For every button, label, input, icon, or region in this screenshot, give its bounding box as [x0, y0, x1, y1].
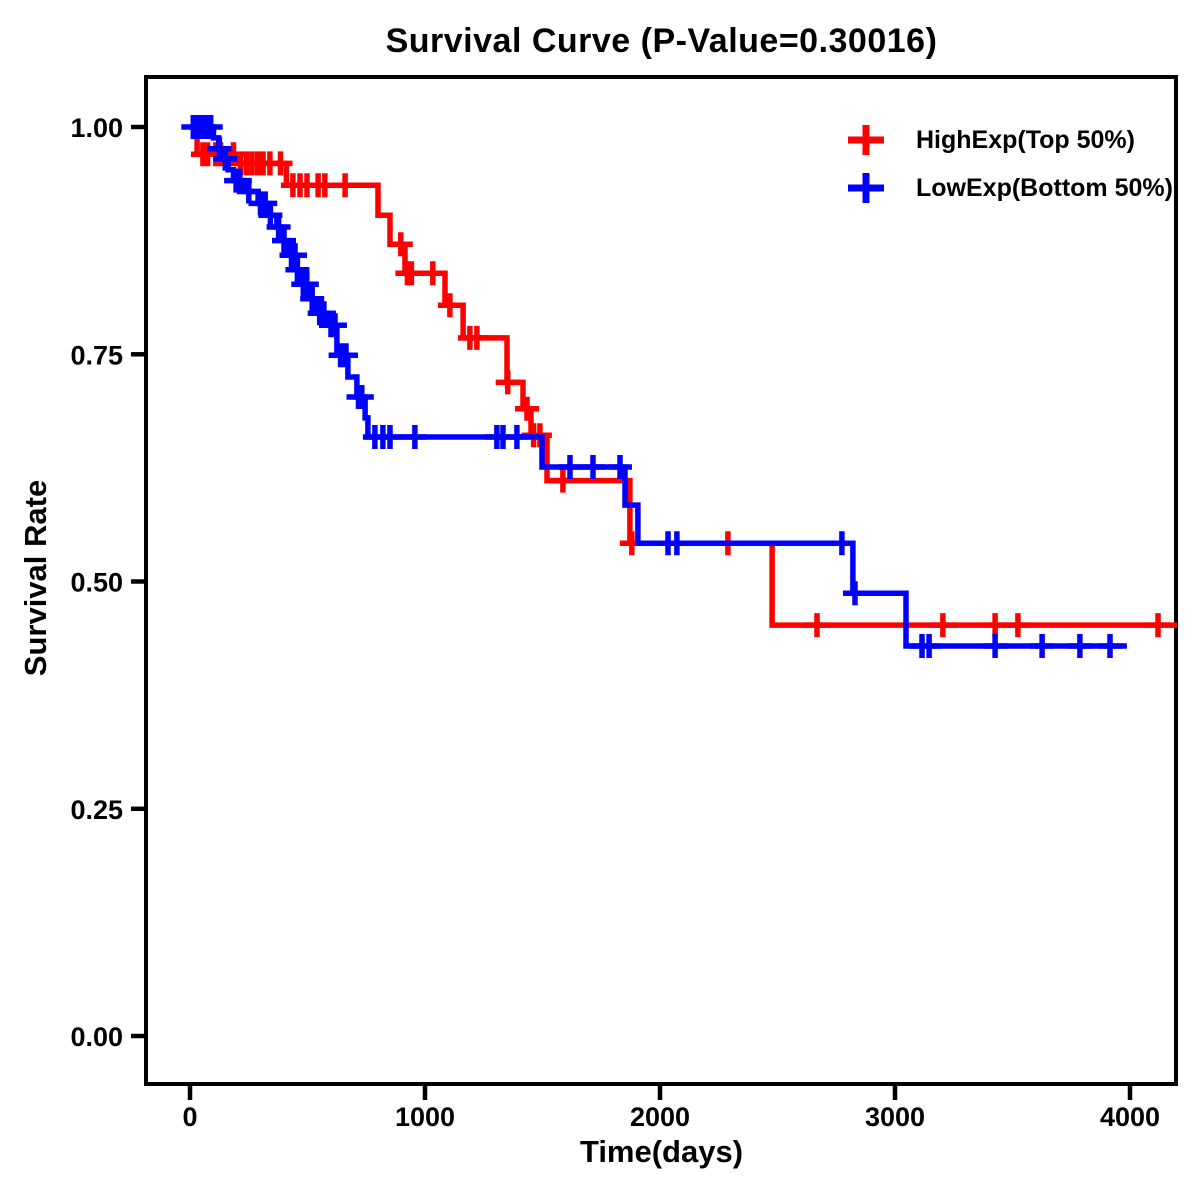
- lowexp-plus-icon: [848, 173, 884, 203]
- x-tick-label: 0: [182, 1102, 197, 1132]
- x-tick-label: 3000: [865, 1102, 925, 1132]
- x-tick-label: 1000: [395, 1102, 455, 1132]
- legend-label-highexp: HighExp(Top 50%): [916, 125, 1135, 154]
- plot-border: [144, 75, 1178, 1086]
- y-tick-label: 0.00: [70, 1022, 123, 1052]
- legend-item-highexp: HighExp(Top 50%): [840, 116, 1173, 164]
- y-axis-label: Survival Rate: [18, 479, 53, 677]
- legend-label-lowexp: LowExp(Bottom 50%): [916, 173, 1173, 202]
- x-tick-label: 4000: [1100, 1102, 1160, 1132]
- y-tick-label: 0.50: [70, 568, 123, 598]
- y-tick-label: 0.75: [70, 340, 123, 370]
- chart-title: Survival Curve (P-Value=0.30016): [385, 22, 938, 60]
- legend: HighExp(Top 50%) LowExp(Bottom 50%): [840, 116, 1173, 212]
- x-tick-label: 2000: [630, 1102, 690, 1132]
- y-tick-label: 0.25: [70, 795, 123, 825]
- lowexp-censor-marks: [181, 115, 1122, 658]
- y-tick-label: 1.00: [70, 113, 123, 143]
- x-axis-label: Time(days): [579, 1134, 744, 1169]
- legend-item-lowexp: LowExp(Bottom 50%): [840, 164, 1173, 212]
- highexp-plus-icon: [848, 125, 884, 155]
- highexp-censor-marks: [190, 142, 1170, 638]
